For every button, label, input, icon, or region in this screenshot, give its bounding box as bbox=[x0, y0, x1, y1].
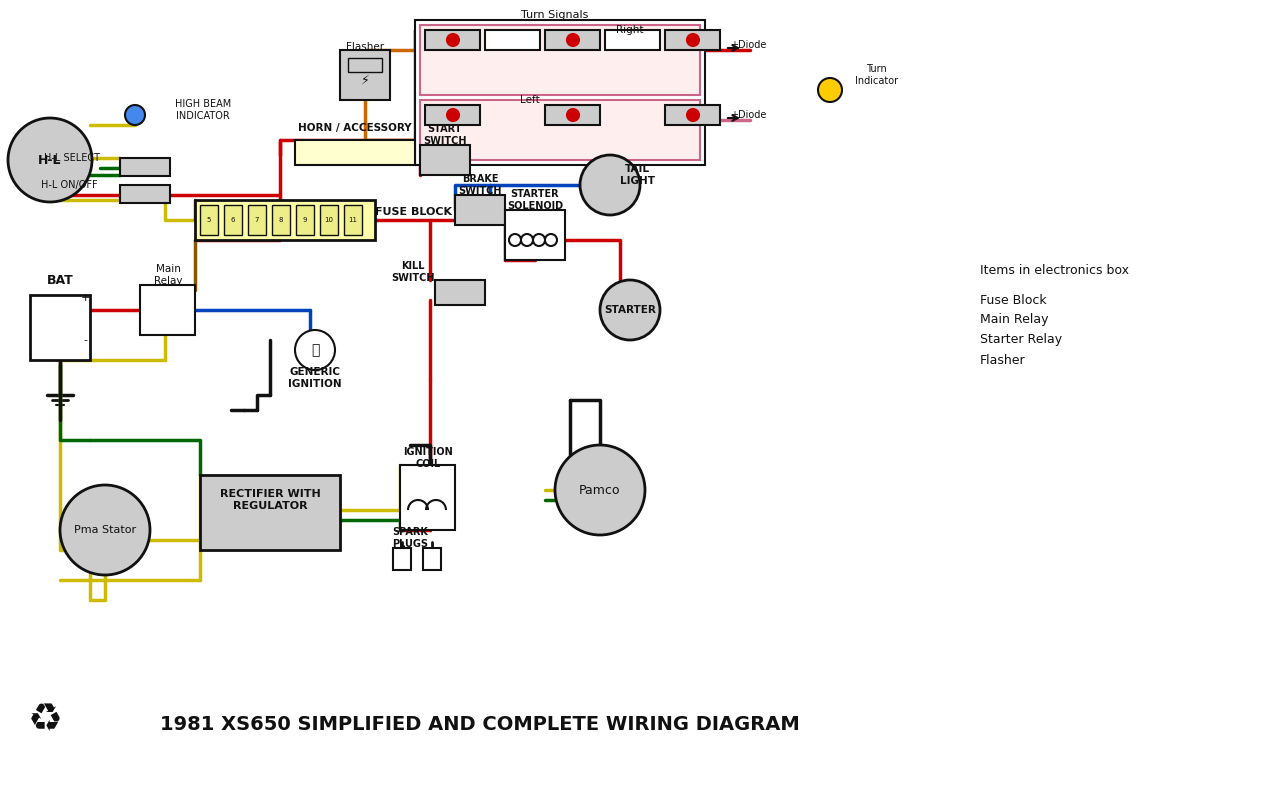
Bar bbox=[195, 200, 375, 240]
Text: Pma Stator: Pma Stator bbox=[74, 525, 136, 535]
Bar bbox=[200, 475, 340, 550]
Text: START
SWITCH: START SWITCH bbox=[424, 124, 467, 146]
Text: HORN / ACCESSORY: HORN / ACCESSORY bbox=[298, 123, 412, 133]
Bar bbox=[666, 30, 719, 50]
Text: GENERIC
IGNITION: GENERIC IGNITION bbox=[288, 367, 342, 389]
Text: 7: 7 bbox=[255, 217, 260, 223]
Bar bbox=[420, 25, 700, 95]
Bar bbox=[140, 285, 195, 335]
Circle shape bbox=[556, 445, 645, 535]
Text: HIGH BEAM
INDICATOR: HIGH BEAM INDICATOR bbox=[175, 99, 232, 121]
Bar bbox=[120, 185, 170, 203]
Text: Flasher: Flasher bbox=[346, 42, 384, 52]
Circle shape bbox=[125, 105, 145, 125]
Circle shape bbox=[545, 234, 557, 246]
Bar bbox=[454, 195, 506, 225]
Bar bbox=[415, 20, 705, 165]
Bar bbox=[422, 548, 442, 570]
Text: Starter Relay: Starter Relay bbox=[980, 334, 1062, 346]
Text: Right: Right bbox=[616, 25, 644, 35]
Bar bbox=[545, 105, 600, 125]
Text: 6: 6 bbox=[230, 217, 236, 223]
Bar bbox=[605, 30, 660, 50]
Bar bbox=[393, 548, 411, 570]
Bar bbox=[273, 205, 291, 235]
Bar bbox=[420, 145, 470, 175]
Text: Flasher: Flasher bbox=[980, 353, 1025, 367]
Text: BAT: BAT bbox=[46, 273, 73, 287]
Text: +Diode: +Diode bbox=[730, 110, 767, 120]
Bar bbox=[420, 100, 700, 160]
Text: RECTIFIER WITH
REGULATOR: RECTIFIER WITH REGULATOR bbox=[220, 489, 320, 511]
Text: Fuse Block: Fuse Block bbox=[980, 294, 1047, 306]
Text: FUSE BLOCK: FUSE BLOCK bbox=[375, 207, 452, 217]
Bar bbox=[545, 30, 600, 50]
Circle shape bbox=[600, 280, 660, 340]
Text: ♻: ♻ bbox=[28, 701, 63, 739]
Bar bbox=[224, 205, 242, 235]
Bar bbox=[399, 465, 454, 530]
Text: IGNITION
COIL: IGNITION COIL bbox=[403, 447, 453, 469]
Text: Turn Signals: Turn Signals bbox=[521, 10, 589, 20]
Text: H-L SELECT: H-L SELECT bbox=[44, 153, 100, 163]
Circle shape bbox=[687, 34, 699, 46]
Bar bbox=[435, 280, 485, 305]
Circle shape bbox=[294, 330, 335, 370]
Bar bbox=[666, 105, 719, 125]
Bar bbox=[348, 58, 381, 72]
Text: -: - bbox=[83, 335, 87, 345]
Text: H-L: H-L bbox=[38, 154, 61, 166]
Bar bbox=[200, 205, 218, 235]
Circle shape bbox=[580, 155, 640, 215]
Bar bbox=[320, 205, 338, 235]
Bar bbox=[248, 205, 266, 235]
Text: +: + bbox=[81, 293, 90, 303]
Circle shape bbox=[8, 118, 92, 202]
Text: 1981 XS650 SIMPLIFIED AND COMPLETE WIRING DIAGRAM: 1981 XS650 SIMPLIFIED AND COMPLETE WIRIN… bbox=[160, 715, 800, 735]
Text: 5: 5 bbox=[207, 217, 211, 223]
Circle shape bbox=[447, 109, 460, 121]
Circle shape bbox=[60, 485, 150, 575]
Text: H-L ON/OFF: H-L ON/OFF bbox=[41, 180, 99, 190]
Circle shape bbox=[509, 234, 521, 246]
Text: KILL
SWITCH: KILL SWITCH bbox=[392, 261, 435, 283]
Bar bbox=[294, 140, 415, 165]
Text: TAIL
LIGHT: TAIL LIGHT bbox=[620, 164, 655, 186]
Text: Main Relay: Main Relay bbox=[980, 313, 1048, 327]
Bar bbox=[425, 30, 480, 50]
Text: Items in electronics box: Items in electronics box bbox=[980, 264, 1129, 276]
Bar bbox=[29, 295, 90, 360]
Text: +Diode: +Diode bbox=[730, 40, 767, 50]
Bar bbox=[425, 105, 480, 125]
Bar bbox=[344, 205, 362, 235]
Circle shape bbox=[818, 78, 842, 102]
Text: BRAKE
SWITCH: BRAKE SWITCH bbox=[458, 174, 502, 195]
Circle shape bbox=[567, 34, 579, 46]
Bar bbox=[340, 50, 390, 100]
Text: 9: 9 bbox=[303, 217, 307, 223]
Text: SPARK
PLUGS: SPARK PLUGS bbox=[392, 528, 428, 549]
Text: Pamco: Pamco bbox=[580, 484, 621, 496]
Circle shape bbox=[532, 234, 545, 246]
Circle shape bbox=[521, 234, 532, 246]
Circle shape bbox=[687, 109, 699, 121]
Text: Main
Relay: Main Relay bbox=[154, 265, 182, 286]
Text: Turn
Indicator: Turn Indicator bbox=[855, 64, 899, 86]
Bar bbox=[506, 210, 564, 260]
Text: 8: 8 bbox=[279, 217, 283, 223]
Text: 10: 10 bbox=[325, 217, 334, 223]
Circle shape bbox=[567, 109, 579, 121]
Bar bbox=[296, 205, 314, 235]
Bar bbox=[120, 158, 170, 176]
Bar bbox=[485, 30, 540, 50]
Circle shape bbox=[447, 34, 460, 46]
Text: STARTER: STARTER bbox=[604, 305, 655, 315]
Text: 11: 11 bbox=[348, 217, 357, 223]
Text: 🔑: 🔑 bbox=[311, 343, 319, 357]
Text: STARTER
SOLENOID: STARTER SOLENOID bbox=[507, 189, 563, 211]
Text: Left: Left bbox=[520, 95, 540, 105]
Text: ⚡: ⚡ bbox=[361, 74, 370, 86]
